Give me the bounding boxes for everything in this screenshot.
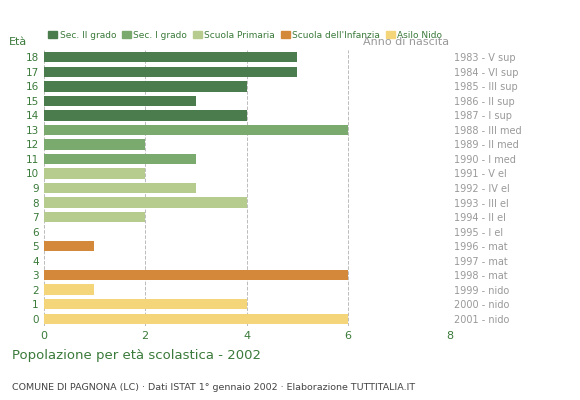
Bar <box>44 241 94 251</box>
Bar <box>44 96 196 106</box>
Bar <box>44 197 246 208</box>
Bar <box>44 154 196 164</box>
Text: Popolazione per età scolastica - 2002: Popolazione per età scolastica - 2002 <box>12 349 260 362</box>
Bar <box>44 52 297 62</box>
Text: Anno di nascita: Anno di nascita <box>364 37 450 47</box>
Bar <box>44 299 246 310</box>
Bar <box>44 270 348 280</box>
Bar <box>44 139 145 150</box>
Bar <box>44 183 196 193</box>
Bar <box>44 66 297 77</box>
Bar <box>44 212 145 222</box>
Bar <box>44 284 94 295</box>
Bar <box>44 125 348 135</box>
Bar <box>44 314 348 324</box>
Text: Età: Età <box>9 37 27 47</box>
Bar <box>44 168 145 179</box>
Text: COMUNE DI PAGNONA (LC) · Dati ISTAT 1° gennaio 2002 · Elaborazione TUTTITALIA.IT: COMUNE DI PAGNONA (LC) · Dati ISTAT 1° g… <box>12 383 415 392</box>
Bar <box>44 110 246 120</box>
Legend: Sec. II grado, Sec. I grado, Scuola Primaria, Scuola dell'Infanzia, Asilo Nido: Sec. II grado, Sec. I grado, Scuola Prim… <box>48 31 443 40</box>
Bar <box>44 81 246 92</box>
